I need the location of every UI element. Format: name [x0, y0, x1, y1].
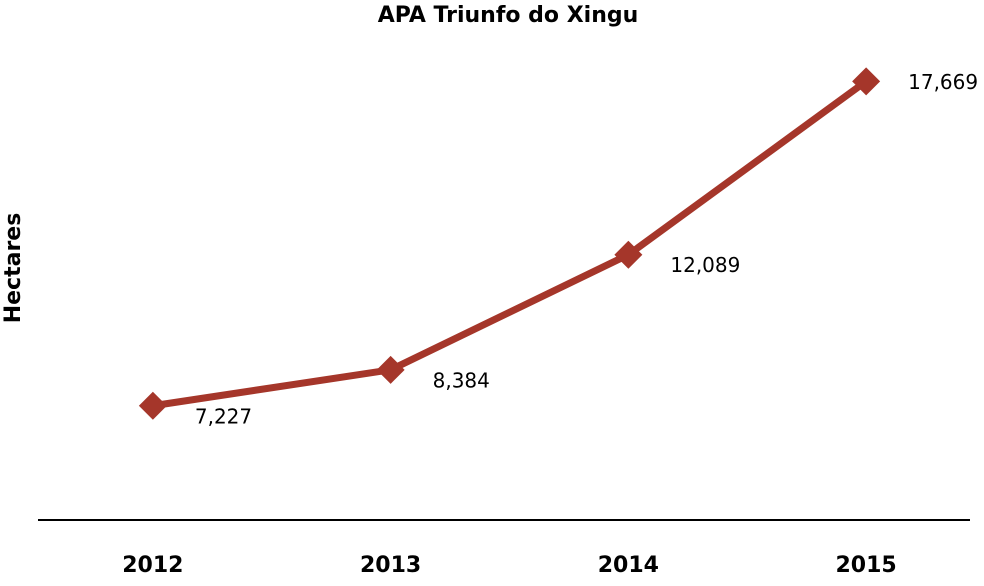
data-label: 8,384: [433, 368, 490, 392]
chart-title: APA Triunfo do Xingu: [378, 3, 639, 28]
data-label: 7,227: [195, 404, 252, 428]
data-label: 17,669: [908, 70, 978, 94]
data-label: 12,089: [670, 253, 740, 277]
y-axis-label: Hectares: [1, 213, 26, 324]
x-tick-label: 2015: [836, 553, 897, 578]
x-tick-label: 2012: [122, 553, 183, 578]
data-line: [152, 78, 869, 410]
data-point: [852, 67, 881, 96]
data-point: [138, 391, 167, 420]
x-tick-label: 2013: [360, 553, 421, 578]
x-tick-label: 2014: [598, 553, 659, 578]
data-point: [614, 240, 643, 269]
data-point: [376, 355, 405, 384]
